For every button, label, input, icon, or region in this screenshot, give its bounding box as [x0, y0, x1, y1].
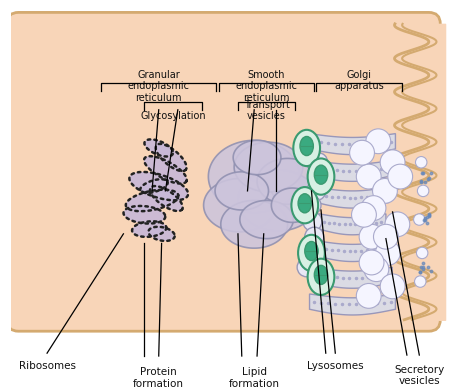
- Polygon shape: [313, 160, 392, 181]
- Polygon shape: [126, 190, 178, 211]
- Text: Smooth
endoplasmic
reticulum: Smooth endoplasmic reticulum: [236, 70, 298, 103]
- Circle shape: [373, 179, 397, 203]
- Polygon shape: [316, 187, 389, 208]
- Ellipse shape: [305, 241, 318, 261]
- Polygon shape: [215, 172, 268, 210]
- Ellipse shape: [293, 130, 320, 166]
- Polygon shape: [310, 294, 395, 315]
- Polygon shape: [234, 142, 303, 192]
- Ellipse shape: [298, 235, 325, 271]
- Circle shape: [361, 196, 386, 220]
- Polygon shape: [257, 158, 318, 204]
- Ellipse shape: [298, 194, 311, 213]
- Text: Lipid
formation: Lipid formation: [228, 367, 280, 389]
- Polygon shape: [144, 156, 187, 184]
- Circle shape: [356, 164, 381, 189]
- Ellipse shape: [308, 158, 334, 195]
- Polygon shape: [221, 200, 288, 248]
- Polygon shape: [150, 186, 182, 211]
- Polygon shape: [204, 179, 276, 232]
- Ellipse shape: [314, 265, 328, 284]
- Polygon shape: [209, 140, 300, 213]
- Ellipse shape: [308, 259, 334, 295]
- Circle shape: [364, 257, 389, 282]
- Polygon shape: [319, 214, 386, 235]
- Polygon shape: [132, 221, 166, 237]
- Text: Transport
vesicles: Transport vesicles: [244, 99, 290, 121]
- Circle shape: [297, 258, 316, 277]
- FancyBboxPatch shape: [7, 12, 440, 331]
- Circle shape: [305, 151, 324, 170]
- Polygon shape: [271, 188, 313, 222]
- Text: Lysosomes: Lysosomes: [307, 361, 364, 371]
- Polygon shape: [148, 227, 175, 241]
- Circle shape: [388, 164, 413, 189]
- Polygon shape: [310, 134, 395, 154]
- Circle shape: [352, 202, 376, 227]
- Text: Ribosomes: Ribosomes: [18, 361, 75, 371]
- Circle shape: [359, 224, 384, 249]
- Ellipse shape: [314, 165, 328, 184]
- Text: Granular
endoplasmic
reticulum: Granular endoplasmic reticulum: [128, 70, 190, 103]
- Circle shape: [374, 224, 398, 249]
- Circle shape: [375, 241, 400, 265]
- Ellipse shape: [292, 187, 318, 223]
- Polygon shape: [140, 179, 168, 193]
- Circle shape: [307, 181, 326, 200]
- Polygon shape: [124, 206, 165, 223]
- Text: Secretory
vesicles: Secretory vesicles: [394, 365, 445, 386]
- Polygon shape: [156, 144, 187, 171]
- Polygon shape: [316, 241, 389, 262]
- Circle shape: [305, 227, 324, 246]
- Circle shape: [302, 196, 321, 215]
- Text: Golgi
apparatus: Golgi apparatus: [334, 70, 384, 91]
- Polygon shape: [129, 172, 188, 200]
- Circle shape: [418, 185, 429, 197]
- Circle shape: [414, 214, 425, 225]
- Circle shape: [356, 284, 381, 308]
- Circle shape: [416, 156, 427, 168]
- Text: Protein
formation: Protein formation: [133, 367, 184, 389]
- Ellipse shape: [300, 136, 313, 156]
- Circle shape: [380, 274, 405, 299]
- Circle shape: [366, 129, 391, 154]
- Polygon shape: [233, 140, 281, 175]
- Circle shape: [350, 140, 374, 165]
- Polygon shape: [145, 139, 173, 156]
- Circle shape: [359, 250, 384, 275]
- Circle shape: [417, 247, 428, 259]
- Circle shape: [385, 212, 410, 237]
- Circle shape: [415, 276, 426, 287]
- Polygon shape: [240, 200, 293, 239]
- Text: Glycosylation: Glycosylation: [140, 111, 206, 121]
- Circle shape: [380, 150, 405, 175]
- Polygon shape: [313, 267, 392, 288]
- Circle shape: [309, 153, 328, 172]
- Circle shape: [303, 212, 322, 231]
- Polygon shape: [238, 170, 318, 231]
